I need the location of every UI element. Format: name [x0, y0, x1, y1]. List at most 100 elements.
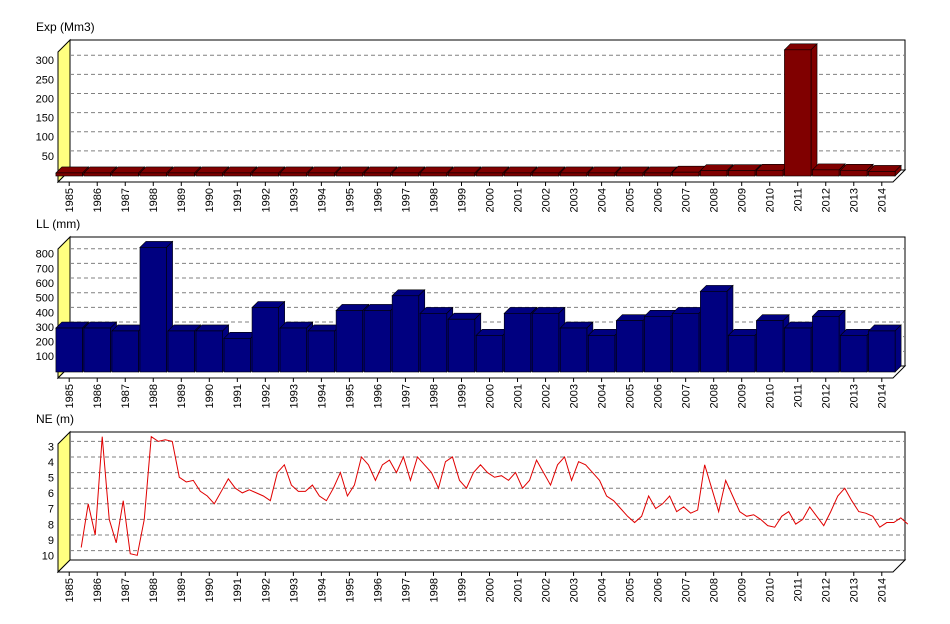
- bar: [83, 327, 111, 373]
- x-tick-label: 1993: [288, 384, 300, 408]
- x-tick-label: 2012: [821, 188, 833, 212]
- bar: [419, 313, 448, 373]
- back-wall: [69, 39, 906, 171]
- x-tick-label: 1998: [428, 384, 440, 408]
- y-tick-label: 400: [36, 307, 54, 319]
- bar: [391, 172, 420, 177]
- y-tick-label: 10: [42, 551, 54, 563]
- bar: [139, 172, 167, 177]
- x-tick-label: 1995: [344, 384, 356, 408]
- x-tick-label: 1997: [400, 578, 412, 602]
- y-tick-label: 300: [36, 322, 54, 334]
- x-tick-label: 1986: [92, 188, 104, 212]
- x-tick-label: 2007: [681, 384, 693, 408]
- x-tick-label: 2011: [793, 384, 805, 408]
- x-tick-label: 1985: [64, 384, 76, 408]
- bar: [111, 330, 139, 373]
- x-tick-label: 1994: [316, 384, 328, 408]
- x-tick-label: 2002: [540, 188, 552, 212]
- x-tick-label: 2009: [737, 384, 749, 408]
- bar: [728, 335, 756, 373]
- x-tick-label: 2004: [596, 578, 608, 602]
- bar: [55, 172, 83, 177]
- bar: [728, 170, 756, 177]
- x-tick-label: 2005: [625, 188, 637, 212]
- bar: [559, 172, 588, 177]
- x-tick-label: 2014: [877, 578, 889, 602]
- x-tick-label: 2006: [653, 578, 665, 602]
- y-tick-label: 150: [36, 113, 54, 125]
- x-tick-label: 1987: [120, 188, 132, 212]
- bar: [700, 291, 728, 373]
- x-tick-label: 2009: [737, 188, 749, 212]
- x-tick-label: 1987: [120, 578, 132, 602]
- bar: [195, 172, 223, 177]
- bar: [447, 172, 476, 177]
- x-tick-label: 1999: [456, 188, 468, 212]
- bar: [195, 330, 223, 373]
- bar: [335, 172, 364, 177]
- y-tick-label: 800: [36, 249, 54, 261]
- x-tick-label: 2008: [709, 384, 721, 408]
- bar: [391, 295, 420, 373]
- x-tick-label: 2011: [793, 188, 805, 212]
- x-tick-label: 2006: [653, 188, 665, 212]
- x-tick-label: 1990: [204, 188, 216, 212]
- x-tick-label: 1999: [456, 384, 468, 408]
- x-tick-label: 1986: [92, 578, 104, 602]
- y-tick-label: 6: [48, 488, 54, 500]
- bar: [868, 330, 896, 373]
- x-tick-label: 1993: [288, 188, 300, 212]
- y-tick-label: 100: [36, 132, 54, 144]
- bar: [812, 169, 840, 177]
- x-tick-label: 2013: [849, 384, 861, 408]
- chart-title: LL (mm): [36, 217, 80, 231]
- x-tick-label: 1992: [260, 384, 272, 408]
- bar: [223, 172, 251, 177]
- bar: [279, 327, 307, 373]
- x-tick-label: 2012: [821, 578, 833, 602]
- chart-panel: NE (m) 3 4 5 6 7 8 9 10 1985 1986 1987 1988 1989 1990 1…: [36, 412, 909, 602]
- x-tick-label: 2004: [596, 384, 608, 408]
- y-tick-label: 200: [36, 337, 54, 349]
- y-tick-label: 8: [48, 519, 54, 531]
- x-tick-label: 2001: [512, 578, 524, 602]
- x-tick-label: 2000: [484, 384, 496, 408]
- y-tick-label: 3: [48, 441, 54, 453]
- x-tick-label: 2010: [765, 188, 777, 212]
- x-tick-label: 2007: [681, 578, 693, 602]
- x-tick-label: 1989: [176, 384, 188, 408]
- bar: [644, 315, 672, 373]
- x-tick-label: 1991: [232, 384, 244, 408]
- x-tick-label: 1994: [316, 578, 328, 602]
- x-tick-label: 1991: [232, 578, 244, 602]
- x-tick-label: 2004: [596, 188, 608, 212]
- bar: [55, 327, 83, 373]
- x-tick-label: 1985: [64, 188, 76, 212]
- bar: [251, 307, 279, 373]
- bar: [868, 171, 896, 177]
- y-tick-label: 250: [36, 74, 54, 86]
- bar: [167, 172, 195, 177]
- x-tick-label: 1992: [260, 578, 272, 602]
- x-tick-label: 2008: [709, 578, 721, 602]
- y-tick-label: 50: [42, 151, 54, 163]
- left-wall: [57, 430, 71, 574]
- x-tick-label: 2010: [765, 578, 777, 602]
- chart-panel: LL (mm) 100 200 300 400 500 600 700 800 1985 1986 1…: [36, 217, 907, 408]
- x-tick-label: 2003: [568, 188, 580, 212]
- x-tick-label: 2001: [512, 188, 524, 212]
- x-tick-label: 1998: [428, 188, 440, 212]
- x-tick-label: 2012: [821, 384, 833, 408]
- line: [80, 435, 909, 556]
- x-tick-label: 2005: [625, 578, 637, 602]
- x-tick-label: 1988: [148, 384, 160, 408]
- bar: [840, 335, 868, 373]
- bar: [139, 247, 167, 373]
- y-tick-label: 4: [48, 457, 54, 469]
- chart-panel: Exp (Mm3) 50 100 150 200 250 300 1985 1986 1987 19…: [36, 20, 907, 212]
- bar: [531, 313, 560, 373]
- x-tick-label: 2006: [653, 384, 665, 408]
- floor: [56, 559, 907, 573]
